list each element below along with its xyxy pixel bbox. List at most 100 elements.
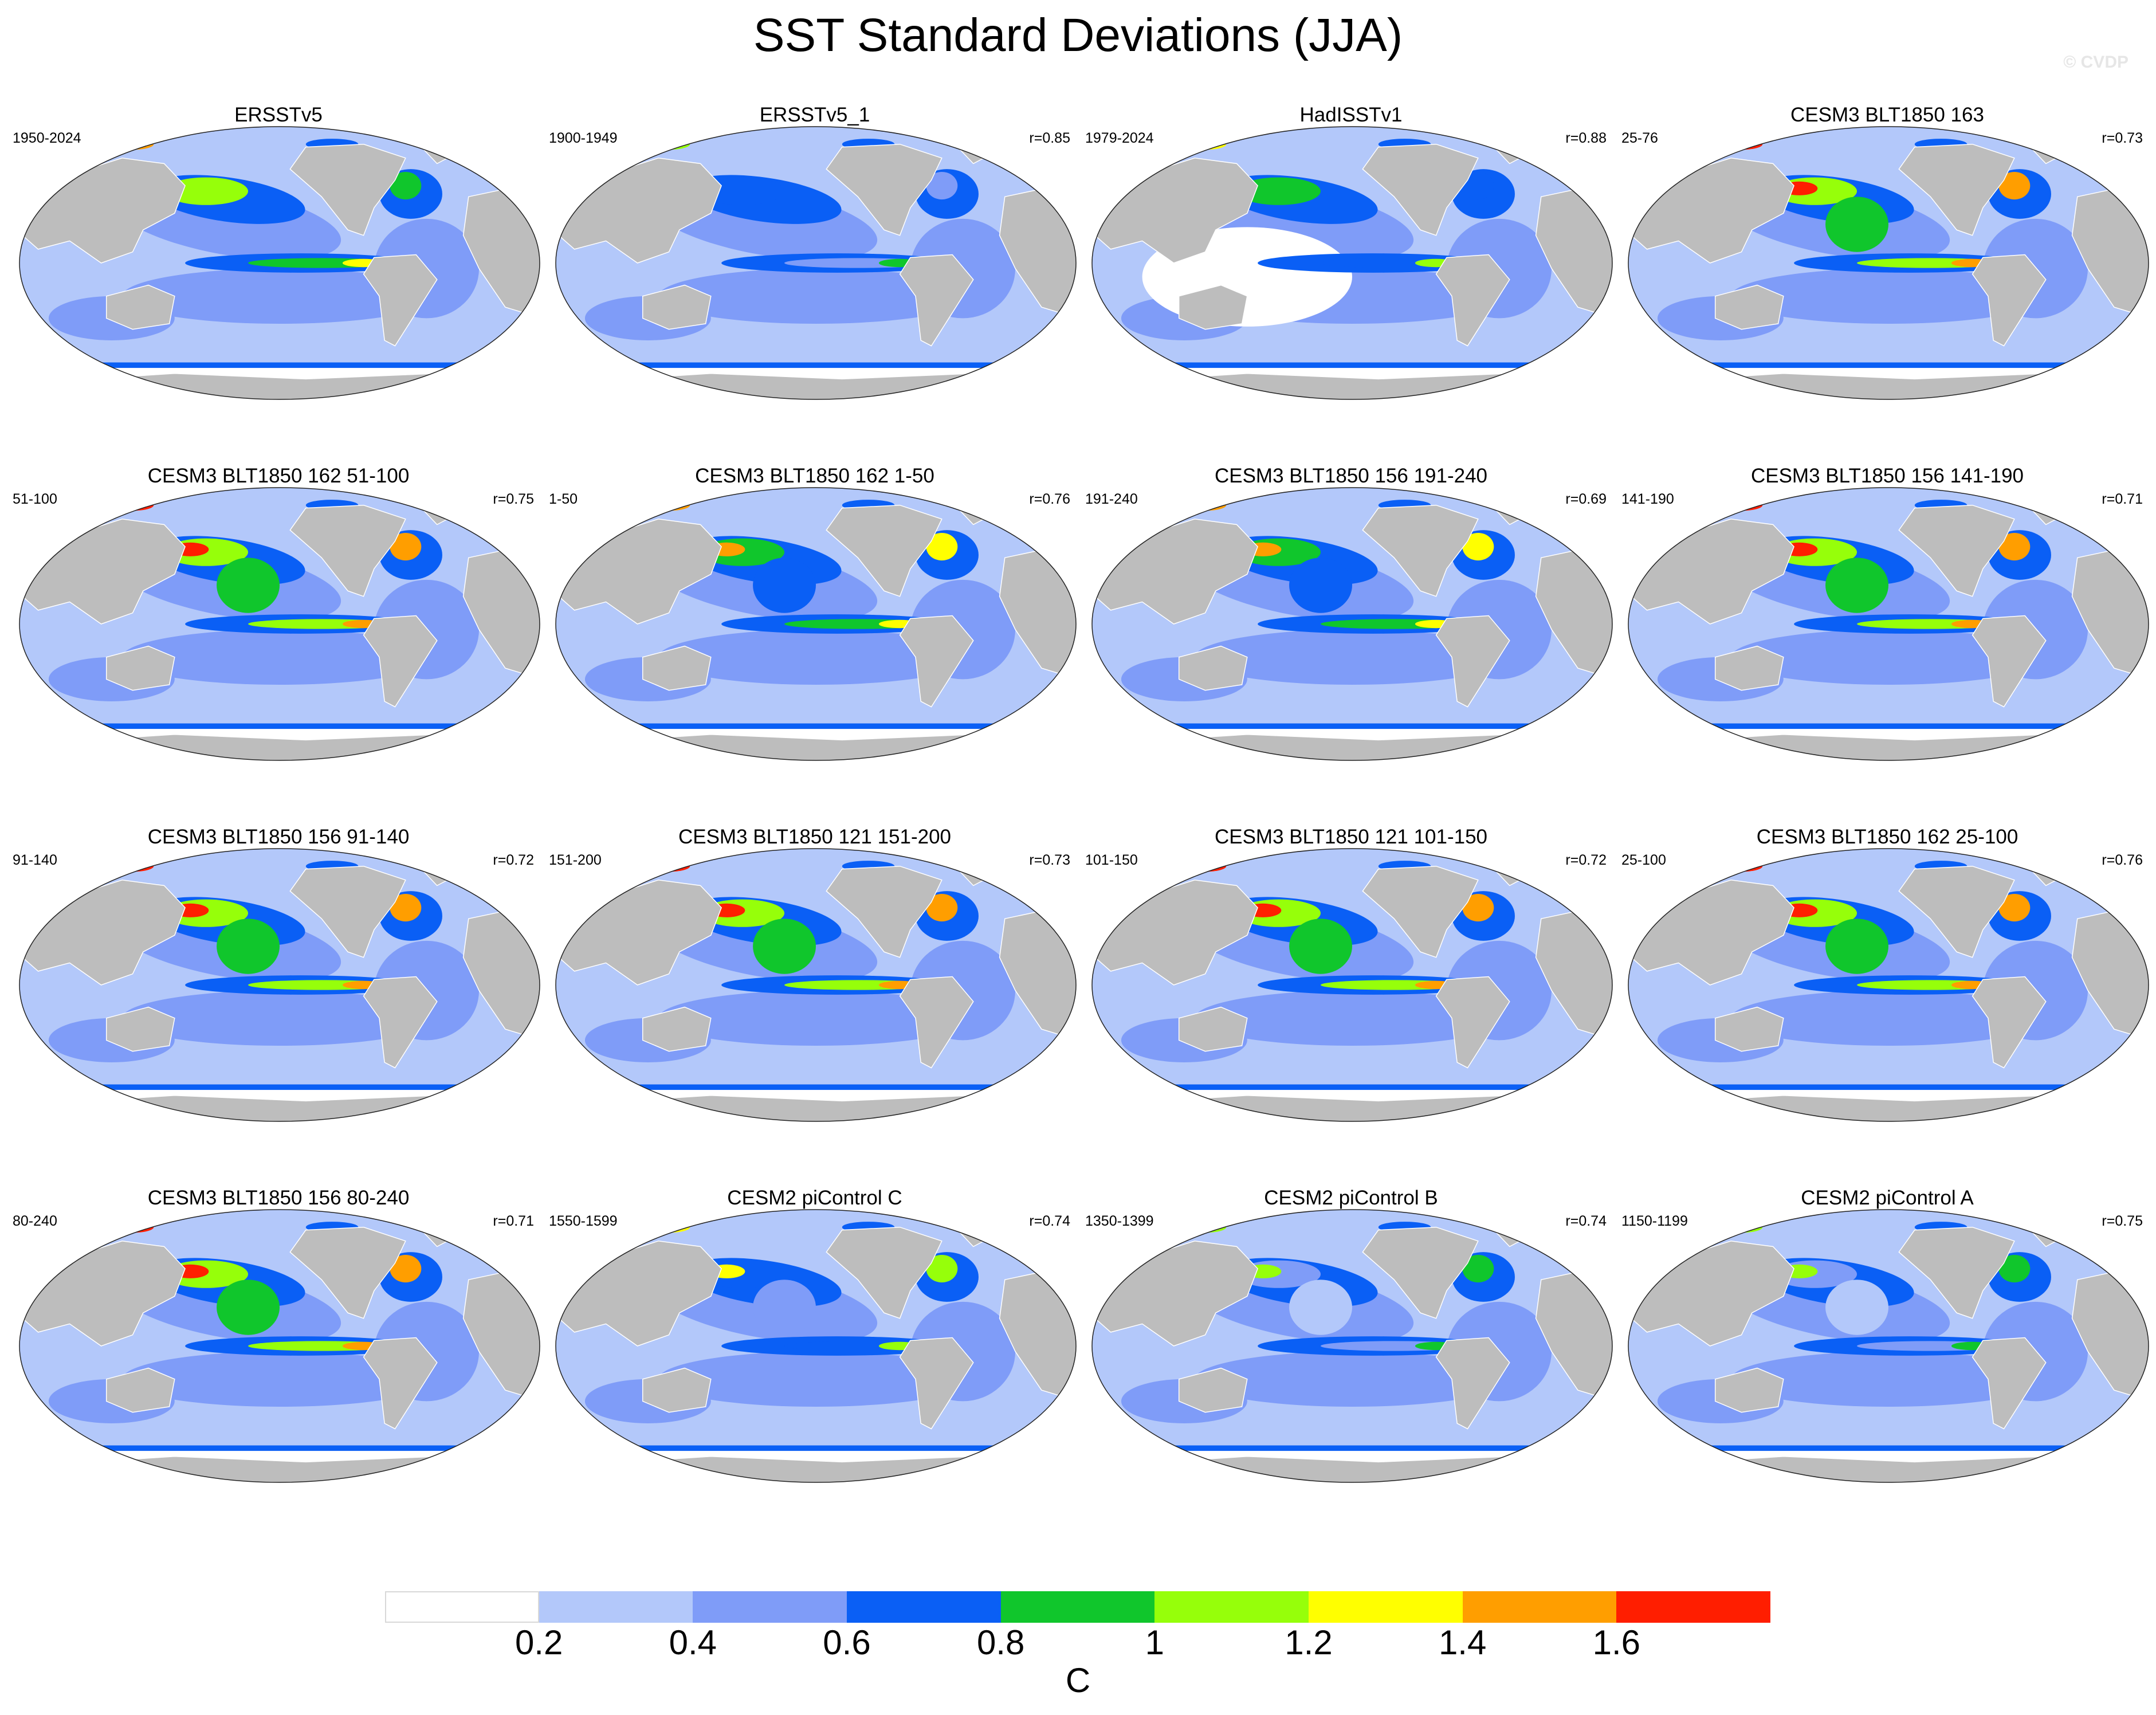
sst-region	[926, 893, 958, 922]
map-panel: CESM3 BLT1850 162 51-100 51-100 r=0.75	[10, 458, 547, 819]
colorbar-swatch	[1000, 1591, 1155, 1623]
panel-title: CESM3 BLT1850 162 1-50	[695, 465, 934, 487]
panel-correlation: r=0.73	[2102, 130, 2143, 146]
sst-region	[122, 268, 437, 324]
sst-region	[390, 171, 422, 200]
south-america-landmass	[1435, 615, 1510, 708]
map-outline	[555, 848, 1077, 1122]
sst-region	[1184, 861, 1227, 872]
panel-title: ERSSTv5_1	[759, 104, 870, 126]
sst-map	[1091, 1209, 1613, 1483]
australia-landmass	[1178, 1367, 1248, 1413]
sst-region	[111, 861, 154, 872]
sst-region	[390, 893, 422, 922]
panel-period: 141-190	[1621, 491, 1674, 507]
sst-region	[217, 558, 280, 613]
map-outline	[1091, 126, 1613, 400]
sst-region	[556, 362, 1076, 368]
panel-grid: ERSSTv5 1950-2024 ERSSTv5_1 1900-1949 r=0.85…	[10, 97, 2155, 1541]
sst-region	[658, 1351, 973, 1407]
panel-correlation: r=0.71	[493, 1213, 534, 1229]
sst-region	[753, 1280, 816, 1335]
sst-region	[1628, 362, 2149, 368]
sst-region	[111, 139, 154, 150]
map-outline	[1628, 848, 2149, 1122]
map-panel: HadISSTv1 1979-2024 r=0.88	[1083, 97, 1619, 458]
panel-period: 101-150	[1085, 852, 1138, 868]
panel-period: 1-50	[549, 491, 578, 507]
antarctica-landmass	[19, 1095, 540, 1121]
north-america-landmass	[289, 1226, 406, 1319]
sst-region	[1195, 990, 1510, 1046]
south-america-landmass	[363, 254, 438, 347]
colorbar-swatch	[1616, 1591, 1771, 1623]
sst-map	[19, 848, 540, 1122]
sst-region	[1998, 893, 2031, 922]
south-america-landmass	[899, 976, 974, 1069]
south-america-landmass	[1972, 976, 2047, 1069]
panel-correlation: r=0.88	[1565, 130, 1607, 146]
sst-region	[700, 177, 785, 205]
panel-period: 51-100	[13, 491, 57, 507]
south-america-landmass	[899, 254, 974, 347]
map-outline	[1628, 1209, 2149, 1483]
sst-region	[647, 1222, 690, 1233]
map-panel: CESM3 BLT1850 121 151-200 151-200 r=0.73	[547, 819, 1083, 1180]
panel-period: 1900-1949	[549, 130, 618, 146]
australia-landmass	[1178, 1006, 1248, 1052]
map-outline	[1628, 126, 2149, 400]
antarctica-landmass	[19, 1456, 540, 1482]
sst-region	[1184, 500, 1227, 511]
sst-region	[1462, 893, 1494, 922]
panel-correlation: r=0.74	[1029, 1213, 1070, 1229]
map-panel: CESM2 piControl C 1550-1599 r=0.74	[547, 1180, 1083, 1541]
antarctica-landmass	[556, 1095, 1076, 1121]
sst-region	[1825, 558, 1888, 613]
australia-landmass	[1714, 645, 1784, 691]
panel-title: CESM3 BLT1850 156 191-240	[1214, 465, 1488, 487]
antarctica-landmass	[1628, 1456, 2149, 1482]
sst-region	[217, 919, 280, 974]
sst-region	[1720, 1222, 1763, 1233]
north-america-landmass	[1362, 504, 1479, 597]
panel-title: CESM3 BLT1850 162 25-100	[1756, 826, 2018, 848]
sst-region	[1731, 268, 2046, 324]
map-panel: CESM3 BLT1850 162 1-50 1-50 r=0.76	[547, 458, 1083, 819]
australia-landmass	[1714, 1006, 1784, 1052]
panel-title: CESM2 piControl C	[727, 1187, 902, 1209]
sst-region	[926, 532, 958, 561]
colorbar-swatch	[539, 1591, 693, 1623]
antarctica-landmass	[19, 734, 540, 760]
map-panel: CESM2 piControl B 1350-1399 r=0.74	[1083, 1180, 1619, 1541]
colorbar-swatch	[1154, 1591, 1309, 1623]
australia-landmass	[642, 284, 712, 330]
sst-region	[556, 723, 1076, 729]
panel-title: CESM2 piControl B	[1264, 1187, 1438, 1209]
sst-map	[1628, 487, 2149, 761]
panel-title: HadISSTv1	[1299, 104, 1403, 126]
sst-region	[1628, 723, 2149, 729]
north-america-landmass	[1362, 1226, 1479, 1319]
antarctica-landmass	[1628, 1095, 2149, 1121]
sst-region	[647, 500, 690, 511]
map-panel: CESM2 piControl A 1150-1199 r=0.75	[1619, 1180, 2155, 1541]
sst-region	[1628, 1084, 2149, 1090]
sst-region	[111, 500, 154, 511]
sst-map	[555, 487, 1077, 761]
australia-landmass	[1714, 284, 1784, 330]
australia-landmass	[642, 1367, 712, 1413]
sst-region	[1825, 919, 1888, 974]
panel-period: 91-140	[13, 852, 57, 868]
sst-region	[1720, 861, 1763, 872]
map-outline	[555, 487, 1077, 761]
panel-title: ERSSTv5	[234, 104, 323, 126]
panel-period: 25-76	[1621, 130, 1658, 146]
colorbar-tick-label: 0.8	[976, 1623, 1025, 1662]
sst-region	[1731, 1351, 2046, 1407]
panel-title: CESM3 BLT1850 163	[1790, 104, 1984, 126]
australia-landmass	[1178, 645, 1248, 691]
sst-region	[122, 1351, 437, 1407]
south-america-landmass	[1435, 976, 1510, 1069]
south-america-landmass	[1972, 615, 2047, 708]
colorbar-swatch	[1462, 1591, 1617, 1623]
